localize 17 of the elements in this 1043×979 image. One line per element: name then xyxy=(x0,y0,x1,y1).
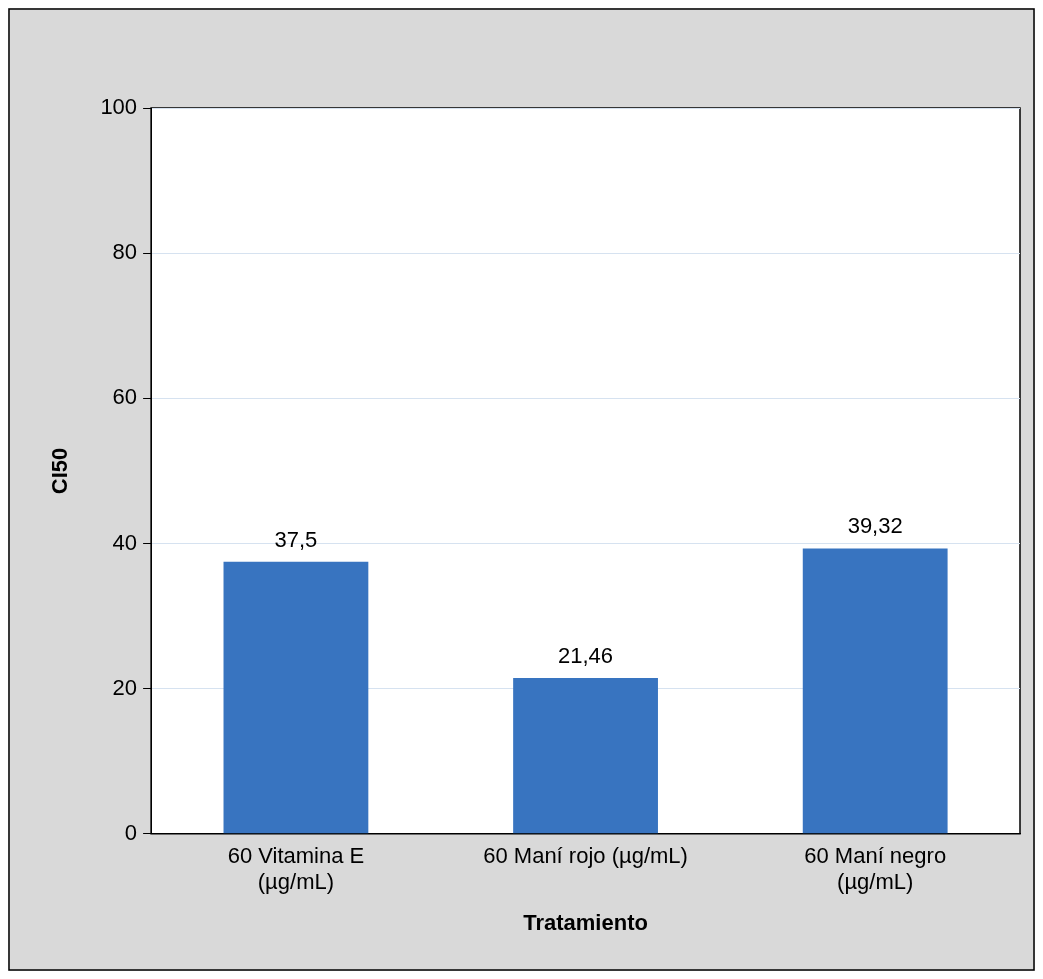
y-tick-label: 40 xyxy=(112,529,138,555)
y-tick-label: 0 xyxy=(124,819,138,845)
x-tick-label: 60 Maní negro (µg/mL) xyxy=(804,843,947,895)
x-tick-label: 60 Maní rojo (µg/mL) xyxy=(483,843,688,869)
bar xyxy=(802,548,948,834)
y-tick-label: 100 xyxy=(100,94,138,120)
data-label: 37,5 xyxy=(274,526,318,552)
y-tick-label: 80 xyxy=(112,239,138,265)
bar xyxy=(513,678,658,834)
bar xyxy=(223,561,369,834)
x-tick-label: 60 Vitamina E (µg/mL) xyxy=(227,843,365,895)
data-label: 39,32 xyxy=(847,513,903,539)
x-axis-title: Tratamiento xyxy=(523,909,648,935)
y-axis-title: CI50 xyxy=(47,447,73,495)
data-label: 21,46 xyxy=(558,643,614,669)
y-tick-label: 60 xyxy=(112,384,138,410)
y-tick-label: 20 xyxy=(112,674,138,700)
